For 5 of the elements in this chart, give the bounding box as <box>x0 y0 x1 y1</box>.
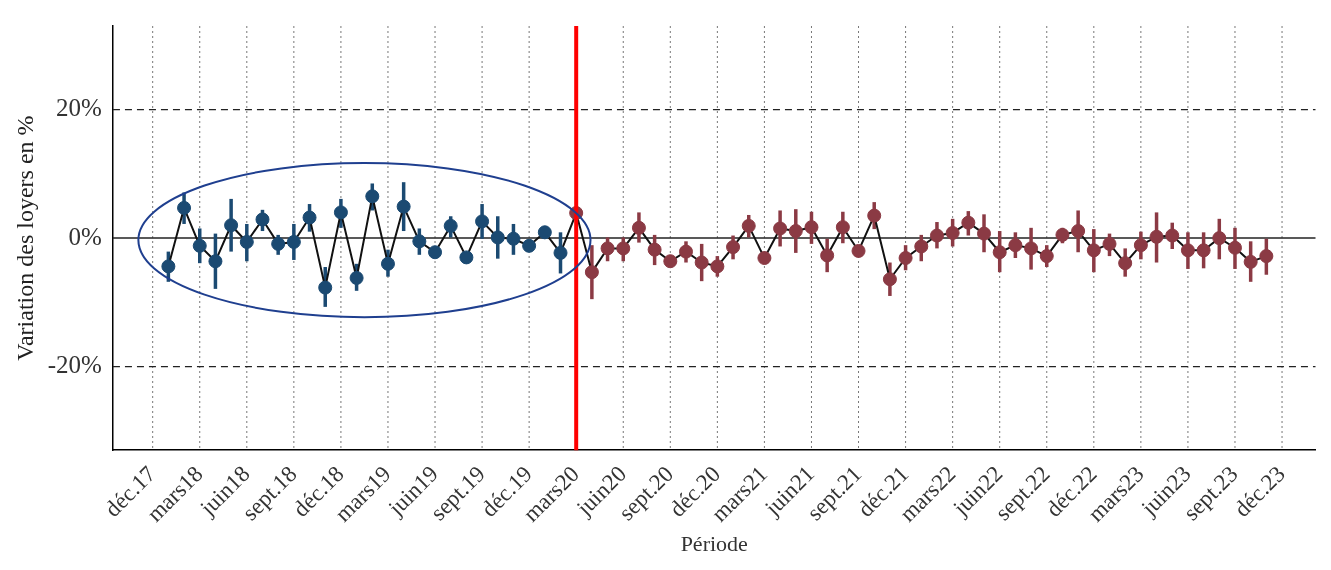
y-tick-label: 0% <box>68 222 102 250</box>
y-tick-label: 20% <box>56 94 102 122</box>
y-axis-title: Variation des loyers en % <box>11 115 38 361</box>
y-tick-label: -20% <box>47 351 102 379</box>
x-axis-title: Période <box>680 530 748 556</box>
